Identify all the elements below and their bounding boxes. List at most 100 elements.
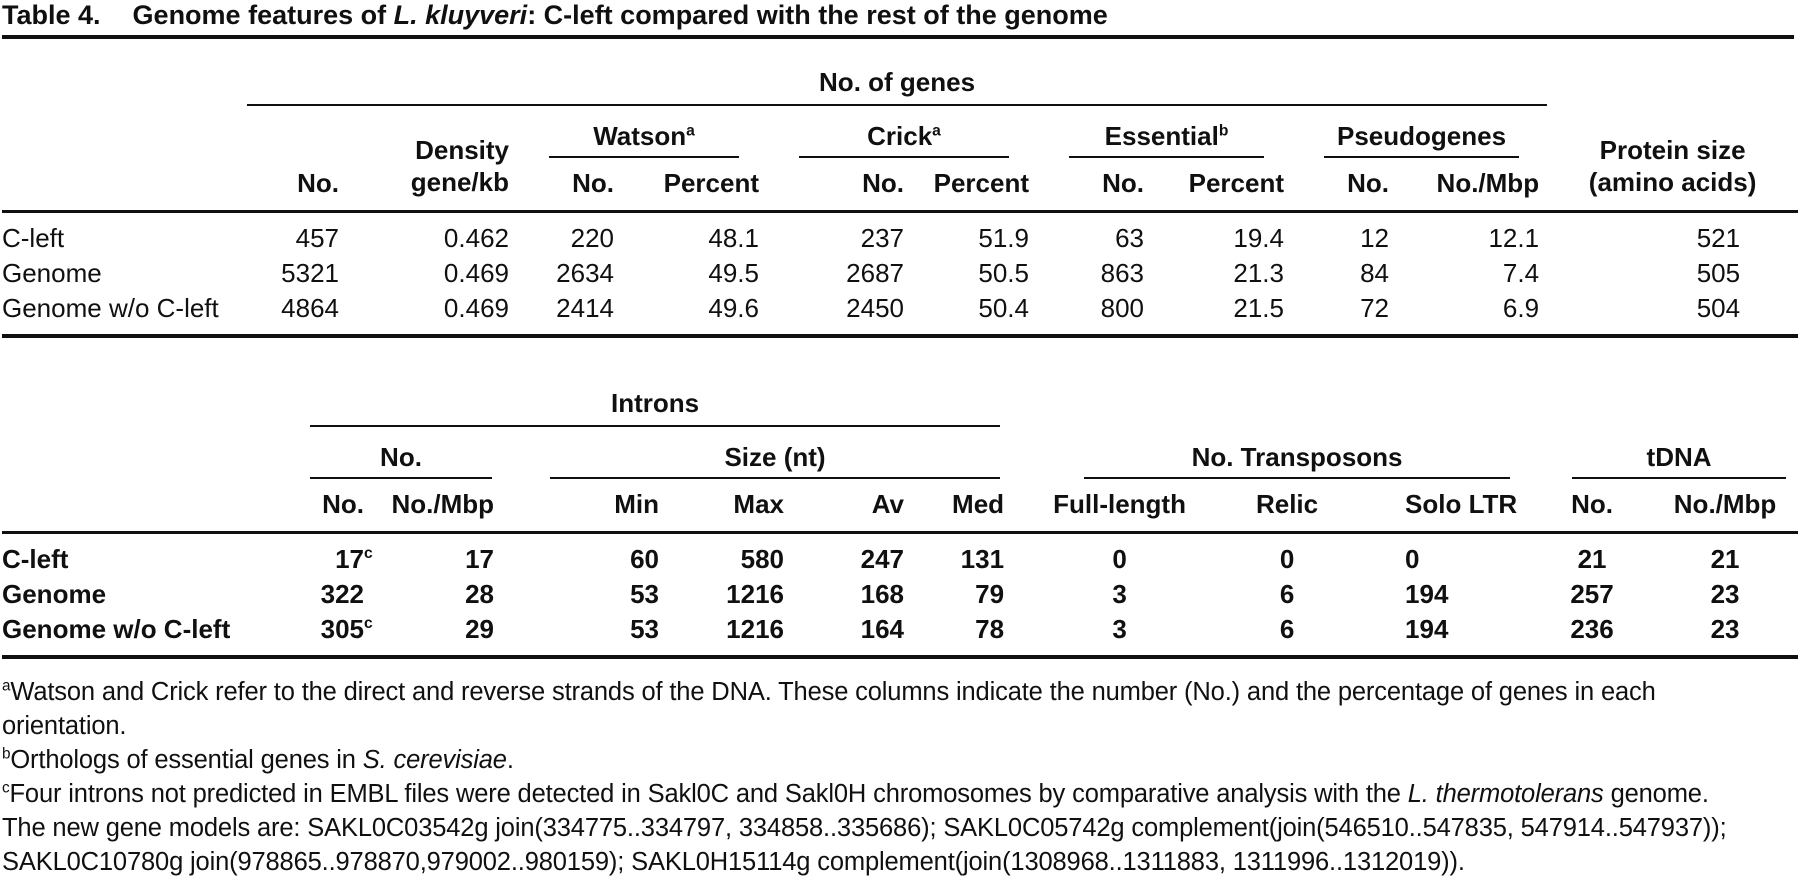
table-row: C-left 457 0.462 220 48.1 237 51.9 63 19… [2,212,1798,257]
t2-group-introns-no: No. [252,427,502,479]
row-label: Genome w/o C-left [2,293,219,323]
t2-group-size-rule [550,477,1001,479]
data-cell: 322 [320,579,364,609]
data-cell: 236 [1570,614,1614,644]
data-cell: 1216 [726,579,784,609]
t1-blank [2,158,247,212]
data-cell: 23 [1710,614,1740,644]
footnote-a-line1: aWatson and Crick refer to the direct an… [2,677,1656,706]
data-cell: 49.6 [708,293,759,323]
data-cell: 0 [1405,544,1420,574]
t2-group-size-label: Size (nt) [724,442,826,472]
t1-header-protein-size: Protein size (amino acids) [1547,106,1798,212]
data-cell: 220 [570,223,614,253]
t1-header-protein-line1: Protein size [1599,135,1746,165]
data-cell: 51.9 [978,223,1029,253]
data-cell: 800 [1100,293,1144,323]
t2-blank [1532,368,1798,427]
data-cell: 194 [1405,614,1449,644]
t1-spanner-rule [247,104,1548,106]
t1-group-crick-rule [799,156,1009,158]
data-cell: 6.9 [1502,293,1540,323]
t2-group-introns-no-rule [310,477,492,479]
data-cell: 53 [630,614,659,644]
data-cell: 2414 [556,293,614,323]
t1-header-density-line1: Density [415,135,509,165]
footnote-c-marker: c [2,779,10,797]
data-cell: 28 [465,579,494,609]
t2-header-av: Av [871,489,904,519]
t2-group-introns-no-label: No. [380,442,422,472]
t2-group-tdna-label: tDNA [1646,442,1712,472]
data-cell: 78 [975,614,1005,644]
t2-leaf-header-row: No. No./Mbp Min Max Av Med Full-length R… [2,479,1798,533]
data-cell: 4864 [281,293,339,323]
row-label: Genome [2,579,107,609]
t1-group-crick: Cricka [767,106,1037,158]
t1-group-crick-label: Cricka [867,121,941,151]
t2-header-tdna-no: No. [1571,489,1613,519]
data-cell: 63 [1115,223,1144,253]
footnotes: aWatson and Crick refer to the direct an… [2,675,1794,879]
footnote-a-marker: a [2,677,11,695]
data-cell: 0.469 [443,293,509,323]
data-cell: 7.4 [1502,258,1540,288]
footnote-b-marker: b [2,745,11,763]
t1-group-pseudogenes-label: Pseudogenes [1337,121,1507,151]
data-cell: 21.5 [1233,293,1284,323]
data-cell: 21 [1577,544,1607,574]
t2-header-introns-no: No. [322,489,364,519]
t1-blank [2,106,247,158]
data-cell: 17 [465,544,494,574]
data-cell: 237 [860,223,904,253]
data-cell: 21.3 [1233,258,1284,288]
t1-blank [247,106,347,158]
t1-leaf-header-row: No. No. Percent No. Percent No. Percent … [2,158,1798,212]
t1-header-density-line2: gene/kb [410,167,509,197]
t2-header-introns-mbp: No./Mbp [391,489,494,519]
data-cell: 5321 [281,258,339,288]
row-label: Genome [2,258,102,288]
table-row: Genome 5321 0.469 2634 49.5 2687 50.5 86… [2,256,1798,291]
data-cell: 21 [1710,544,1740,574]
t1-group-essential-sup: b [1218,122,1229,140]
data-cell: 2634 [556,258,614,288]
data-cell: 257 [1570,579,1614,609]
footnote-c-line3: SAKL0C10780g join(978865..978870,979002.… [2,848,1465,876]
t2-blank-corner [2,368,252,427]
t1-group-watson: Watsona [517,106,767,158]
t1-header-pseudo-mbp: No./Mbp [1436,168,1540,198]
t1-group-watson-sup: a [686,122,695,140]
data-cell: 305c [320,614,373,644]
t2-header-full-length: Full-length [1053,489,1186,519]
t1-group-watson-label: Watsona [593,121,695,151]
data-cell: 1216 [726,614,784,644]
data-cell: 79 [975,579,1005,609]
t1-group-pseudogenes-rule [1324,156,1520,158]
footnote-c-line1: cFour introns not predicted in EMBL file… [2,779,1709,808]
row-label: C-left [2,544,69,574]
data-cell: 53 [630,579,659,609]
data-cell: 29 [465,614,494,644]
t1-header-watson-percent: Percent [663,168,759,198]
species-italic: S. cerevisiae [362,746,507,774]
table-row: Genome w/o C-left 305c 29 53 1216 164 78… [2,612,1798,657]
data-cell: 3 [1112,614,1127,644]
data-cell: 131 [960,544,1005,574]
t2-group-tdna-rule [1572,477,1787,479]
table-caption: Table 4. Genome features of L. kluyveri: … [2,0,1794,39]
t2-group-size: Size (nt) [502,427,1012,479]
data-cell: 521 [1696,223,1741,253]
data-cell: 17c [335,544,373,574]
data-cell: 0 [1279,544,1295,574]
species-italic: L. thermotolerans [1407,780,1604,808]
row-label: Genome w/o C-left [2,614,231,644]
t2-group-transposons: No. Transposons [1012,427,1532,479]
t2-group-transposons-label: No. Transposons [1191,442,1403,472]
t1-spanner-row: No. of genes [2,39,1798,106]
data-cell: 0 [1112,544,1127,574]
data-cell: 2687 [846,258,904,288]
data-cell: 863 [1100,258,1144,288]
caption-text: Genome features of L. kluyveri: C-left c… [133,0,1108,30]
